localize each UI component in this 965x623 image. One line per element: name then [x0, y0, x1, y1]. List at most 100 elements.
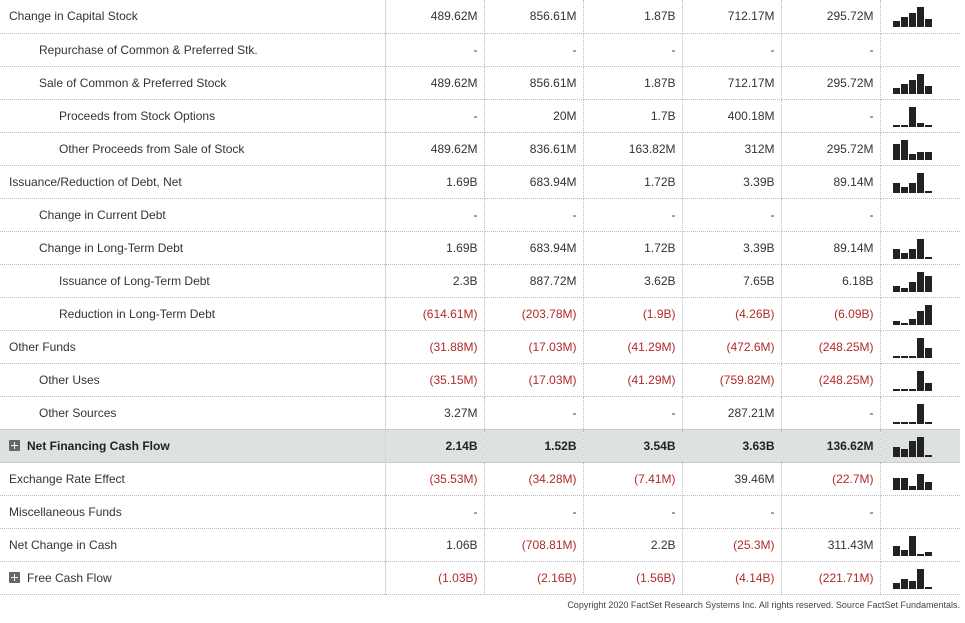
value-cell: -: [682, 33, 782, 67]
value-cell: (4.26B): [682, 297, 782, 331]
sparkline-cell: [880, 561, 960, 595]
expand-icon[interactable]: [9, 439, 20, 451]
row-label: Change in Capital Stock: [9, 9, 138, 24]
row-label: Other Uses: [39, 372, 100, 387]
table-row-exchange-rate-effect: Exchange Rate Effect (35.53M) (34.28M) (7.4…: [0, 462, 960, 496]
sparkline-cell: [880, 495, 960, 529]
row-label: Other Proceeds from Sale of Stock: [59, 141, 245, 156]
row-label: Sale of Common & Preferred Stock: [39, 75, 227, 90]
value-cell: 312M: [682, 132, 782, 166]
value-cell: -: [583, 198, 683, 232]
value-cell: 683.94M: [484, 231, 584, 265]
value-cell: -: [385, 99, 485, 133]
sparkline-bar: [908, 79, 916, 94]
value-cell: -: [484, 198, 584, 232]
value-cell: 2.3B: [385, 264, 485, 298]
sparkline-bar: [900, 388, 908, 391]
table-row-sale-of-common-preferred-stock: Sale of Common & Preferred Stock 489.62M 8…: [0, 66, 961, 100]
sparkline-bar: [916, 7, 924, 28]
sparkline-bar: [900, 139, 908, 160]
row-label-cell: Reduction in Long-Term Debt: [0, 297, 386, 331]
row-label-cell: Issuance of Long-Term Debt: [0, 264, 386, 298]
row-label: Reduction in Long-Term Debt: [59, 306, 216, 321]
value-cell: -: [583, 33, 683, 67]
sparkline-chart: [892, 72, 961, 94]
row-label-cell: Net Financing Cash Flow: [0, 428, 386, 463]
row-label-cell: Sale of Common & Preferred Stock: [0, 66, 386, 100]
sparkline-cell: [880, 428, 961, 463]
sparkline-bar: [900, 124, 908, 127]
expand-icon[interactable]: [9, 571, 20, 583]
value-cell: 89.14M: [781, 165, 881, 199]
sparkline-bar: [924, 151, 932, 160]
sparkline-bar: [916, 172, 924, 193]
sparkline-bar: [892, 446, 900, 457]
sparkline-bar: [916, 271, 924, 292]
value-cell: (41.29M): [583, 330, 683, 364]
cash-flow-table-body: Change in Capital Stock 489.62M 856.61M 1.8…: [0, 0, 961, 595]
value-cell: 400.18M: [682, 99, 782, 133]
value-cell: (759.82M): [682, 363, 782, 397]
sparkline-bar: [924, 454, 932, 457]
value-cell: -: [781, 495, 881, 529]
sparkline-bar: [900, 477, 908, 490]
value-cell: 89.14M: [781, 231, 881, 265]
sparkline-bar: [892, 388, 900, 391]
row-label-cell: Change in Long-Term Debt: [0, 231, 386, 265]
value-cell: (35.53M): [385, 462, 485, 496]
table-row-free-cash-flow[interactable]: Free Cash Flow (1.03B) (2.16B) (1.56B) (4.14…: [0, 561, 960, 595]
value-cell: 1.69B: [385, 231, 485, 265]
value-cell: (1.56B): [583, 561, 683, 595]
value-cell: 1.52B: [484, 428, 584, 463]
sparkline-bar: [900, 186, 908, 193]
sparkline-bar: [916, 403, 924, 424]
value-cell: 295.72M: [781, 132, 881, 166]
row-label: Exchange Rate Effect: [9, 471, 125, 486]
value-cell: 712.17M: [682, 66, 782, 100]
table-row-other-funds: Other Funds (31.88M) (17.03M) (41.29M) (472.…: [0, 330, 960, 364]
value-cell: 1.06B: [385, 528, 485, 562]
value-cell: 7.65B: [682, 264, 782, 298]
row-label: Change in Current Debt: [39, 207, 166, 222]
table-row-other-uses: Other Uses (35.15M) (17.03M) (41.29M) (759.8…: [0, 363, 961, 397]
sparkline-bar: [916, 122, 924, 127]
value-cell: 489.62M: [385, 0, 485, 34]
cash-flow-table: Change in Capital Stock 489.62M 856.61M 1.8…: [0, 0, 960, 595]
value-cell: 2.14B: [385, 428, 485, 463]
value-cell: 856.61M: [484, 66, 584, 100]
table-row-other-proceeds-from-sale-of-stock: Other Proceeds from Sale of Stock 489.62M…: [0, 132, 960, 166]
sparkline-bar: [924, 124, 932, 127]
sparkline-chart: [892, 369, 961, 391]
value-cell: 683.94M: [484, 165, 584, 199]
sparkline-bar: [916, 553, 924, 556]
sparkline-bar: [892, 248, 900, 259]
value-cell: (25.3M): [682, 528, 782, 562]
value-cell: (221.71M): [781, 561, 881, 595]
value-cell: (472.6M): [682, 330, 782, 364]
sparkline-chart: [892, 435, 961, 457]
value-cell: (17.03M): [484, 330, 584, 364]
row-label: Other Funds: [9, 339, 76, 354]
sparkline-bar: [908, 485, 916, 490]
row-label: Issuance of Long-Term Debt: [59, 273, 210, 288]
sparkline-bar: [900, 448, 908, 457]
copyright-footer: Copyright 2020 FactSet Research Systems …: [567, 600, 960, 610]
row-label-cell: Proceeds from Stock Options: [0, 99, 386, 133]
sparkline-bar: [908, 182, 916, 193]
value-cell: 295.72M: [781, 66, 881, 100]
sparkline-bar: [916, 370, 924, 391]
sparkline-cell: [880, 99, 960, 133]
value-cell: -: [484, 495, 584, 529]
sparkline-bar: [892, 320, 900, 325]
table-row-net-financing-cash-flow[interactable]: Net Financing Cash Flow 2.14B 1.52B 3.54B 3.…: [0, 428, 961, 463]
sparkline-cell: [880, 330, 960, 364]
sparkline-bar: [916, 568, 924, 589]
sparkline-bar: [892, 477, 900, 490]
value-cell: (4.14B): [682, 561, 782, 595]
sparkline-cell: [880, 297, 960, 331]
sparkline-bar: [908, 318, 916, 325]
sparkline-bar: [924, 421, 932, 424]
sparkline-chart: [892, 237, 961, 259]
value-cell: 1.69B: [385, 165, 485, 199]
sparkline-bar: [892, 87, 900, 94]
